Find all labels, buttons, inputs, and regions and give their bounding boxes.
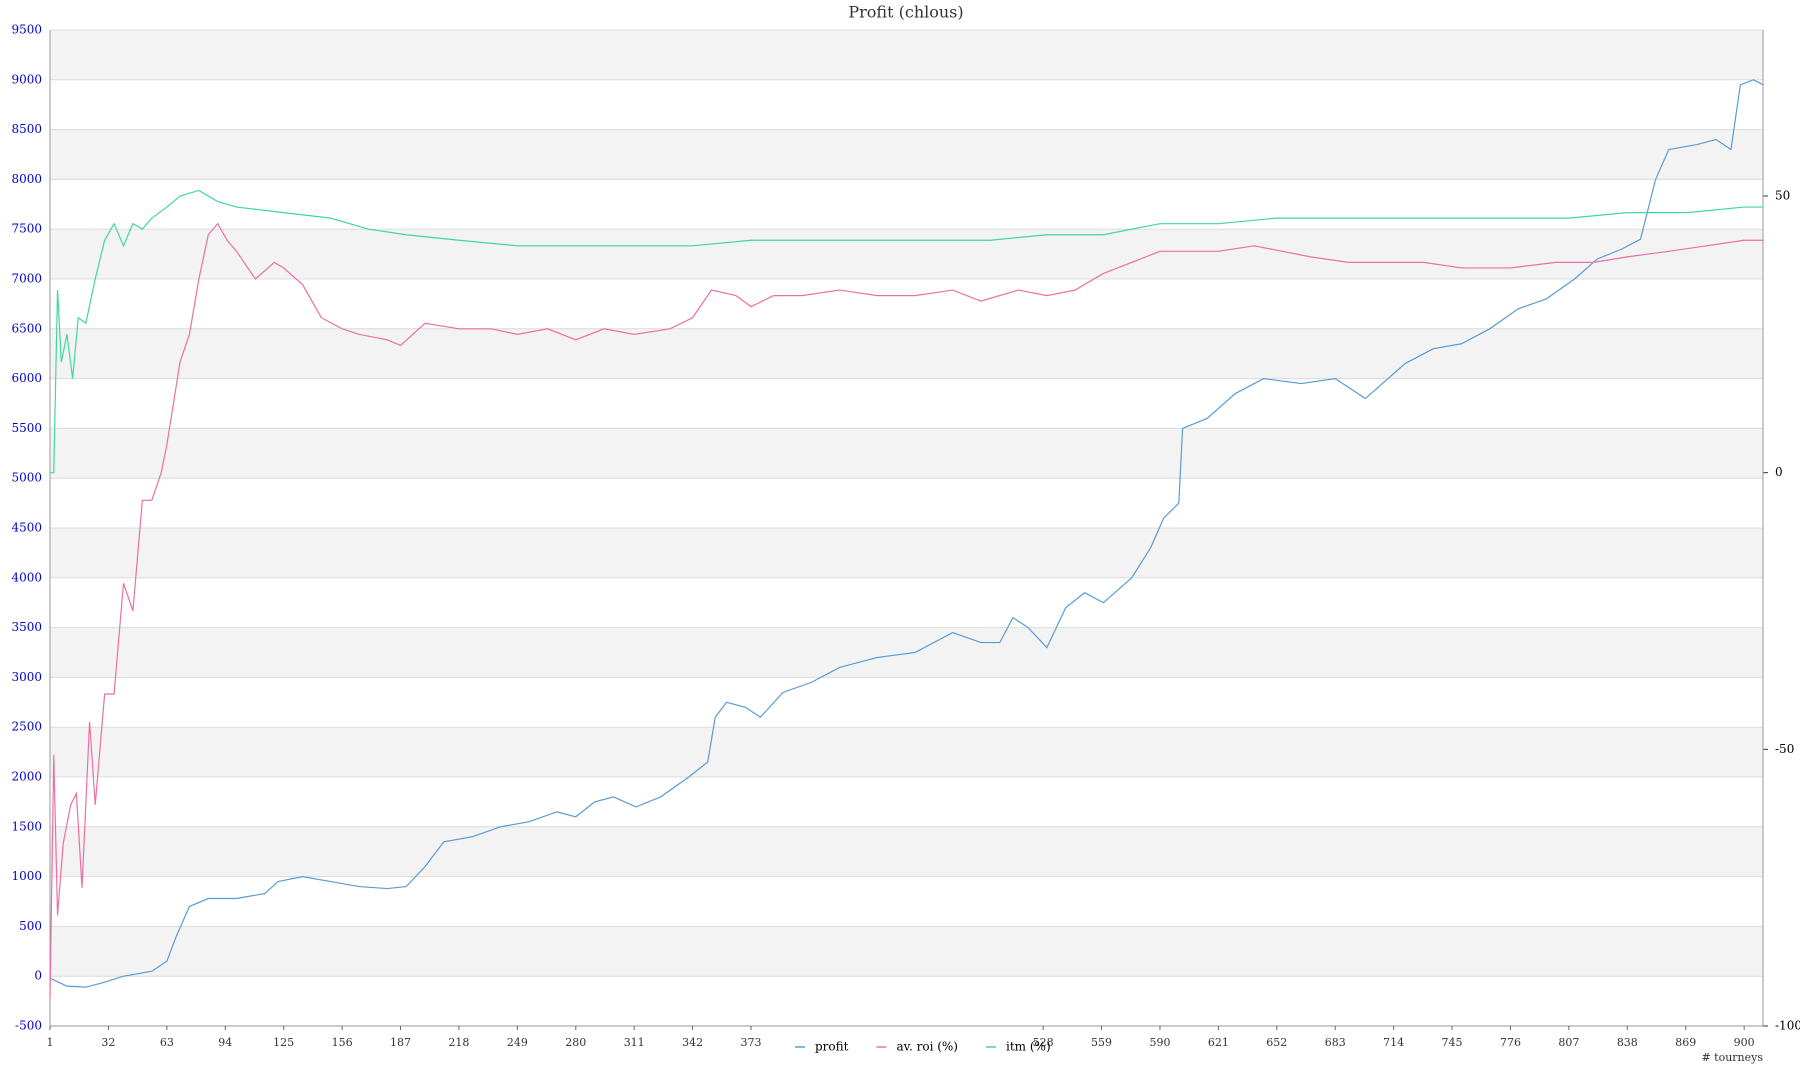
y-tick-label: 6500 xyxy=(11,321,42,335)
grid-band xyxy=(50,229,1763,279)
x-tick-label: 218 xyxy=(448,1036,469,1049)
y-tick-label: 500 xyxy=(19,919,42,933)
y2-tick-label: -50 xyxy=(1775,742,1794,756)
x-tick-label: 249 xyxy=(507,1036,528,1049)
grid-band xyxy=(50,30,1763,80)
y-tick-label: -500 xyxy=(15,1019,42,1033)
y-tick-label: 8000 xyxy=(11,172,42,186)
x-tick-label: 373 xyxy=(741,1036,762,1049)
y-tick-label: 7500 xyxy=(11,222,42,236)
y-tick-label: 9000 xyxy=(11,72,42,86)
grid-band xyxy=(50,826,1763,877)
x-tick-label: 63 xyxy=(160,1036,174,1049)
x-tick-label: 94 xyxy=(218,1036,232,1049)
x-tick-label: 559 xyxy=(1091,1036,1112,1049)
x-tick-label: 528 xyxy=(1033,1036,1054,1049)
y-tick-label: 1000 xyxy=(11,869,42,883)
series-line xyxy=(50,189,1763,474)
x-tick-label: 125 xyxy=(273,1036,294,1049)
y-tick-label: 5000 xyxy=(11,471,42,485)
y2-tick-label: 50 xyxy=(1775,189,1790,203)
y-tick-label: 3500 xyxy=(11,620,42,634)
x-tick-label: 187 xyxy=(390,1036,411,1049)
legend-label: profit xyxy=(815,1040,849,1054)
x-tick-label: 776 xyxy=(1500,1036,1521,1049)
grid-band xyxy=(50,129,1763,180)
grid-band xyxy=(50,328,1763,379)
x-tick-label: 683 xyxy=(1325,1036,1346,1049)
x-tick-label: 311 xyxy=(624,1036,645,1049)
y-tick-label: 3000 xyxy=(11,670,42,684)
grid-band xyxy=(50,428,1763,479)
x-tick-label: 714 xyxy=(1383,1036,1404,1049)
y-tick-label: 7000 xyxy=(11,272,42,286)
grid-band xyxy=(50,528,1763,578)
grid-band xyxy=(50,727,1763,777)
x-tick-label: 342 xyxy=(682,1036,703,1049)
grid-band xyxy=(50,627,1763,678)
series-line xyxy=(49,222,1763,999)
legend-label: av. roi (%) xyxy=(896,1040,958,1054)
x-tick-label: 869 xyxy=(1675,1036,1696,1049)
y-tick-label: 4500 xyxy=(11,521,42,535)
y-tick-label: 2500 xyxy=(11,720,42,734)
x-tick-label: 1 xyxy=(47,1036,54,1049)
y-tick-label: 9500 xyxy=(11,23,42,37)
y-tick-label: 6000 xyxy=(11,371,42,385)
x-tick-label: 838 xyxy=(1617,1036,1638,1049)
y2-tick-label: -100 xyxy=(1775,1019,1800,1033)
y2-tick-label: 0 xyxy=(1775,465,1783,479)
x-tick-label: 156 xyxy=(332,1036,353,1049)
chart-title: Profit (chlous) xyxy=(848,3,963,22)
y-tick-label: 8500 xyxy=(11,122,42,136)
legend-label: itm (%) xyxy=(1006,1040,1051,1054)
y-tick-label: 5500 xyxy=(11,421,42,435)
x-tick-label: 900 xyxy=(1734,1036,1755,1049)
x-tick-label: 590 xyxy=(1149,1036,1170,1049)
x-tick-label: 32 xyxy=(101,1036,115,1049)
x-tick-label: 807 xyxy=(1558,1036,1579,1049)
y-tick-label: 4000 xyxy=(11,570,42,584)
y-tick-label: 0 xyxy=(34,969,42,983)
series-line xyxy=(49,79,1764,988)
x-tick-label: 652 xyxy=(1266,1036,1287,1049)
x-tick-label: 280 xyxy=(565,1036,586,1049)
y-tick-label: 2000 xyxy=(11,770,42,784)
y-tick-label: 1500 xyxy=(11,819,42,833)
x-axis-label: # tourneys xyxy=(1701,1051,1763,1064)
x-tick-label: 621 xyxy=(1208,1036,1229,1049)
grid-band xyxy=(50,926,1763,977)
x-tick-label: 745 xyxy=(1442,1036,1463,1049)
